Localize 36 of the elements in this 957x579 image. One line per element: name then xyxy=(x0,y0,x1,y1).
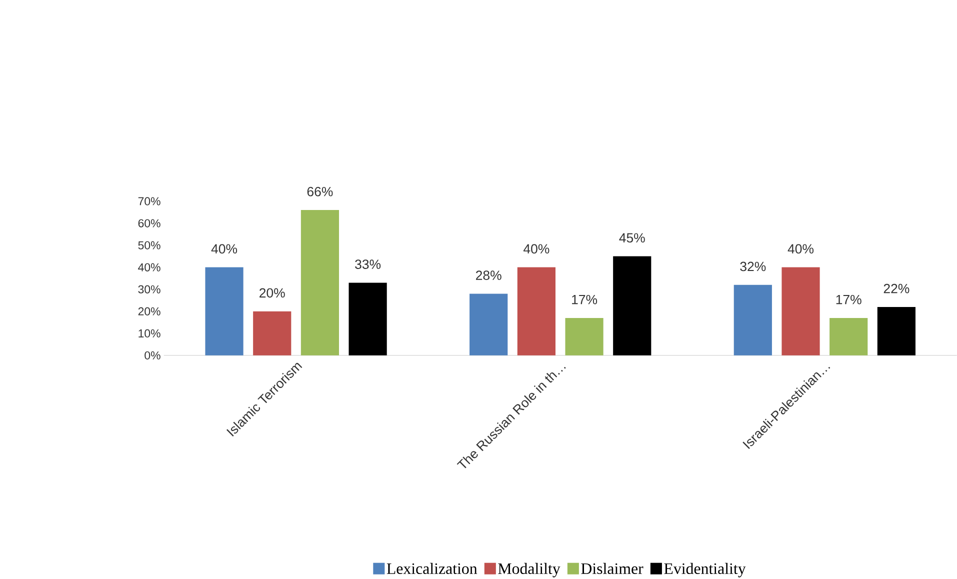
bar xyxy=(517,267,556,356)
data-label: 22% xyxy=(884,284,910,294)
y-tick-label: 50% xyxy=(138,241,160,250)
bar xyxy=(300,210,340,356)
data-label: 20% xyxy=(260,288,285,298)
data-label: 33% xyxy=(355,260,381,270)
data-label: 17% xyxy=(572,295,598,304)
legend-label: Evidentiality xyxy=(664,562,746,578)
y-tick-label: 0% xyxy=(144,351,160,360)
data-label: 17% xyxy=(836,295,862,304)
y-tick-label: 60% xyxy=(138,219,160,228)
bar xyxy=(565,318,604,356)
bar xyxy=(734,285,772,356)
legend-label: Lexicalization xyxy=(386,562,478,574)
bar xyxy=(782,267,820,356)
y-tick-label: 20% xyxy=(138,307,160,316)
data-label: 40% xyxy=(788,244,814,254)
data-label: 66% xyxy=(307,187,333,196)
bar xyxy=(205,267,244,356)
y-tick-label: 40% xyxy=(138,263,160,272)
y-tick-label: 70% xyxy=(138,197,160,206)
bar xyxy=(877,307,916,356)
bar xyxy=(348,282,387,356)
legend-label: Modalilty xyxy=(498,562,560,578)
y-tick-label: 10% xyxy=(138,329,160,338)
legend-label: Dislaimer xyxy=(581,562,644,574)
y-tick-label: 30% xyxy=(138,285,160,294)
data-label: 40% xyxy=(211,244,238,254)
bar xyxy=(830,318,868,356)
data-label: 40% xyxy=(523,244,550,254)
data-label: 45% xyxy=(619,233,645,243)
bar xyxy=(470,294,508,356)
bar xyxy=(613,256,652,356)
data-label: 28% xyxy=(476,270,502,280)
data-label: 32% xyxy=(740,262,766,272)
bar xyxy=(253,311,292,356)
